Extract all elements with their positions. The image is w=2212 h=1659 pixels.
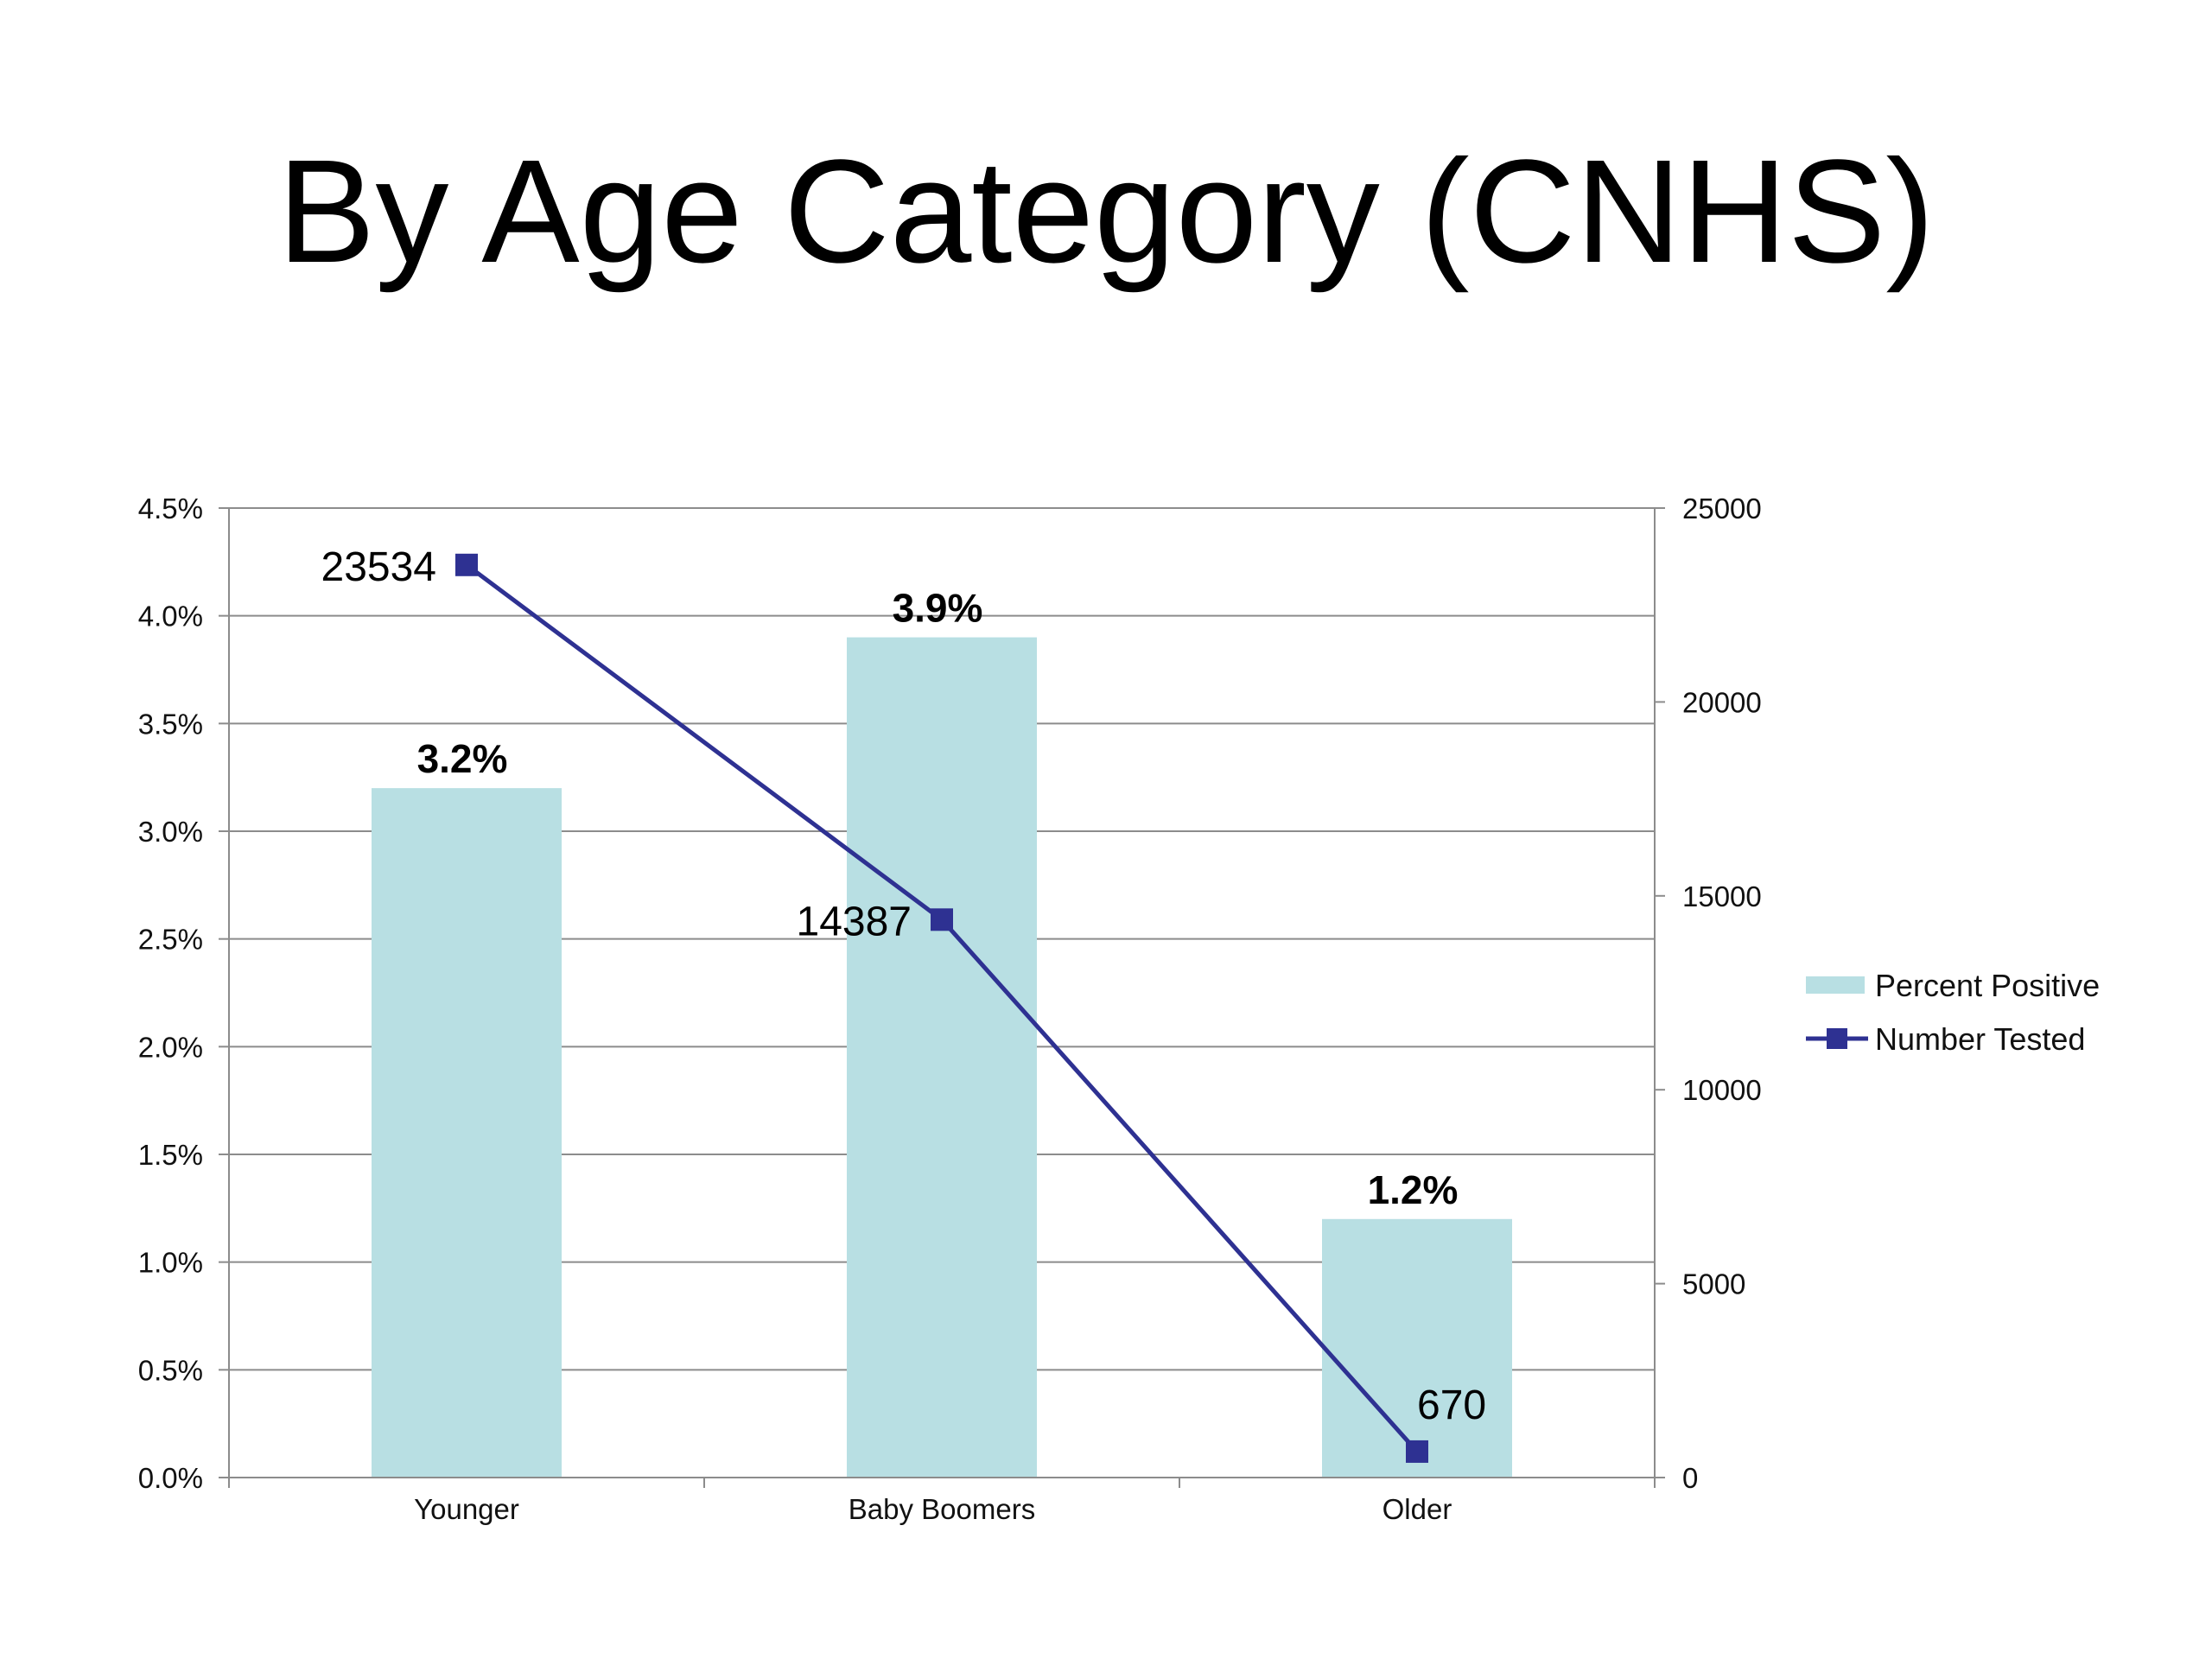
legend-label-percent-positive: Percent Positive: [1875, 968, 2100, 1003]
x-axis-category-label: Older: [1382, 1493, 1452, 1525]
legend-swatch-percent-positive: [1806, 976, 1865, 994]
bar-older: [1322, 1218, 1512, 1478]
number-tested-line: [455, 553, 1428, 1463]
left-axis-tick-label: 1.5%: [138, 1139, 203, 1171]
right-axis-tick-label: 15000: [1682, 880, 1762, 912]
axes: 0.0% 0.5% 1.0% 1.5% 2.0% 2.5% 3.0% 3.5% 4.0% 4.5%…: [138, 493, 1762, 1525]
bars: [372, 637, 1512, 1478]
chart-title: By Age Category (CNHS): [277, 130, 1935, 294]
right-axis-tick-label: 10000: [1682, 1074, 1762, 1106]
data-labels: 3.2% 3.9% 1.2% 23534 14387 670: [321, 544, 1487, 1428]
left-axis-tick-label: 2.5%: [138, 924, 203, 956]
left-axis-tick-label: 0.0%: [138, 1462, 203, 1494]
x-axis-category-label: Baby Boomers: [849, 1493, 1035, 1525]
bar-data-label: 3.2%: [417, 736, 508, 781]
legend-swatch-marker-number-tested: [1827, 1028, 1847, 1049]
left-axis-tick-label: 2.0%: [138, 1031, 203, 1063]
number-tested-data-label: 23534: [321, 544, 436, 590]
number-tested-marker: [931, 908, 953, 931]
number-tested-marker: [455, 553, 478, 576]
bar-baby-boomers: [847, 637, 1037, 1478]
left-axis-tick-label: 1.0%: [138, 1247, 203, 1279]
left-axis-tick-label: 4.5%: [138, 493, 203, 524]
legend-label-number-tested: Number Tested: [1875, 1021, 2085, 1057]
number-tested-data-label: 670: [1417, 1382, 1486, 1428]
left-axis-tick-label: 3.0%: [138, 816, 203, 848]
legend: Percent Positive Number Tested: [1806, 968, 2100, 1057]
bar-younger: [372, 788, 562, 1478]
bar-data-label: 1.2%: [1368, 1167, 1459, 1212]
bar-data-label: 3.9%: [893, 586, 983, 631]
right-axis-tick-label: 20000: [1682, 686, 1762, 718]
right-axis-tick-label: 0: [1682, 1462, 1698, 1494]
x-axis-category-label: Younger: [414, 1493, 519, 1525]
number-tested-marker: [1406, 1440, 1428, 1463]
right-axis-tick-label: 25000: [1682, 493, 1762, 524]
left-axis-tick-label: 0.5%: [138, 1354, 203, 1386]
number-tested-data-label: 14387: [797, 899, 912, 944]
right-axis-tick-label: 5000: [1682, 1268, 1745, 1300]
left-axis-tick-label: 4.0%: [138, 601, 203, 632]
left-axis-tick-label: 3.5%: [138, 708, 203, 740]
